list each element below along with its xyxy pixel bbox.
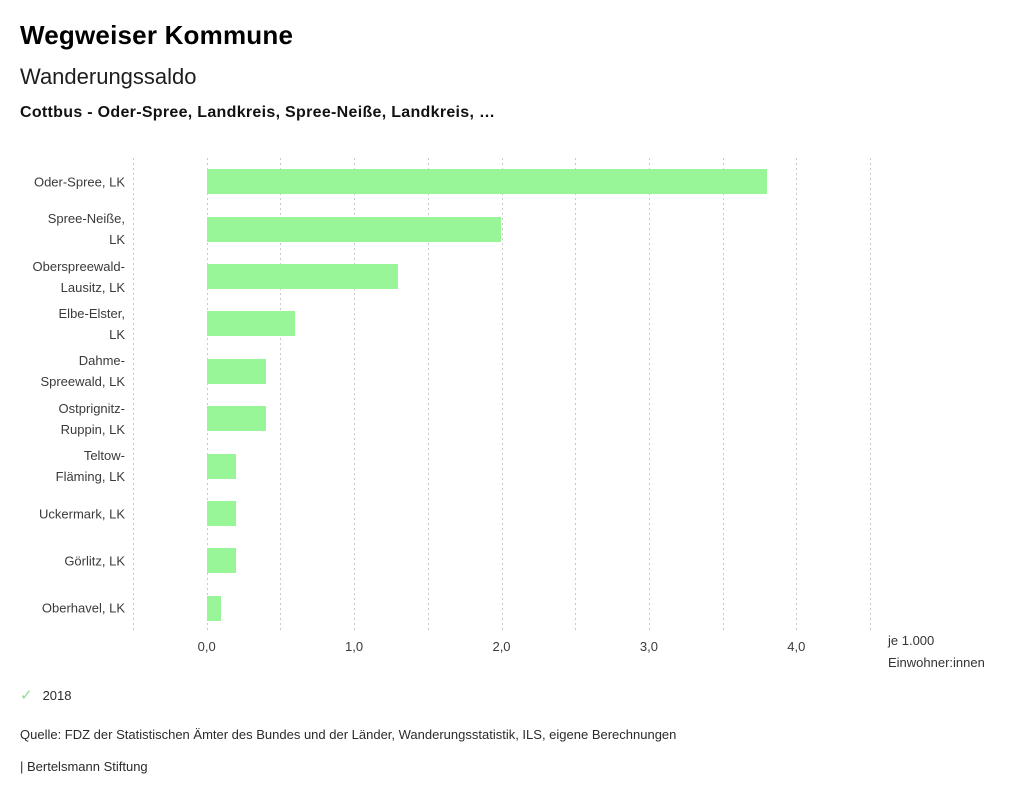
gridline xyxy=(354,158,356,632)
chart-bar[interactable] xyxy=(206,358,266,384)
chart-bar[interactable] xyxy=(206,501,237,526)
x-axis: 0,0 1,0 2,0 3,0 4,0 xyxy=(133,639,870,657)
chart-bar[interactable] xyxy=(206,169,767,195)
attribution-text: | Bertelsmann Stiftung xyxy=(20,759,148,774)
x-tick-label: 2,0 xyxy=(492,639,511,654)
chart-bar[interactable] xyxy=(206,264,399,289)
gridline xyxy=(722,158,724,632)
chart-title: Wanderungssaldo xyxy=(20,64,197,89)
x-tick-label: 1,0 xyxy=(345,639,364,654)
x-tick-label: 0,0 xyxy=(197,639,216,654)
gridline xyxy=(133,158,134,632)
axis-unit-line2: Einwohner:innen xyxy=(888,655,985,670)
gridline xyxy=(206,158,208,632)
category-labels: Oder-Spree, LK Spree-Neiße, LK Oberspreewal… xyxy=(0,158,126,632)
category-label: Elbe-Elster, LK xyxy=(58,305,125,342)
gridline xyxy=(501,158,503,632)
category-label: Dahme- Spreewald, LK xyxy=(40,353,125,390)
legend-year-label: 2018 xyxy=(42,687,72,703)
plot-area xyxy=(133,158,871,632)
gridline xyxy=(575,158,577,632)
gridline xyxy=(280,158,282,632)
chart-bar[interactable] xyxy=(206,453,237,479)
chart-bar[interactable] xyxy=(206,311,296,337)
category-label: Oberspreewald- Lausitz, LK xyxy=(32,258,126,295)
category-label: Görlitz, LK xyxy=(64,553,125,569)
chart-bar[interactable] xyxy=(206,548,237,574)
x-tick-label: 4,0 xyxy=(787,639,806,654)
category-label: Oberhavel, LK xyxy=(41,600,125,616)
chart-bar[interactable] xyxy=(206,216,502,242)
gridline xyxy=(648,158,650,632)
axis-unit-line1: je 1.000 xyxy=(888,633,935,648)
x-tick-label: 3,0 xyxy=(639,639,658,654)
gridline xyxy=(870,158,871,632)
category-label: Spree-Neiße, LK xyxy=(47,211,125,248)
selected-municipalities-label: Cottbus - Oder-Spree, Landkreis, Spree-N… xyxy=(20,104,496,121)
source-text: Quelle: FDZ der Statistischen Ämter des … xyxy=(20,727,677,742)
category-label: Teltow- Fläming, LK xyxy=(55,448,125,485)
checkmark-icon: ✓ xyxy=(20,687,33,704)
legend-item-2018[interactable]: ✓ 2018 xyxy=(20,686,72,704)
category-label: Uckermark, LK xyxy=(39,506,125,521)
category-label: Oder-Spree, LK xyxy=(33,174,125,190)
category-label: Ostprignitz- Ruppin, LK xyxy=(58,400,125,437)
app-title: Wegweiser Kommune xyxy=(20,20,294,50)
axis-unit-label: je 1.000 Einwohner:innen xyxy=(888,630,985,674)
gridline xyxy=(796,158,798,632)
gridline xyxy=(427,158,429,632)
chart-bar[interactable] xyxy=(206,406,266,432)
chart-bar[interactable] xyxy=(206,595,222,621)
